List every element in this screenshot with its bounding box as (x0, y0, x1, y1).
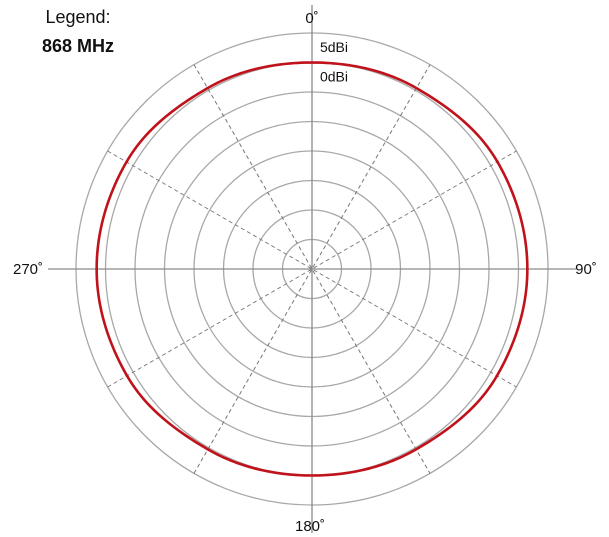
grid-spoke (107, 150, 517, 388)
series-layer (95, 61, 529, 477)
angle-label-270: 270˚ (13, 261, 43, 278)
grid-spoke (193, 64, 431, 474)
angle-label-90: 90˚ (575, 261, 597, 278)
grid-spokes (48, 5, 576, 533)
labels-layer: 0˚ 90˚ 180˚ 270˚ 5dBi 0dBi (13, 10, 597, 535)
series-line-868mhz (95, 61, 529, 477)
ring-label-5: 5dBi (320, 39, 348, 55)
legend-title: Legend: (45, 7, 110, 27)
angle-label-0: 0˚ (305, 10, 318, 27)
angle-label-180: 180˚ (295, 518, 325, 535)
ring-label-0: 0dBi (320, 69, 348, 85)
grid-spoke (193, 64, 431, 474)
legend-entry-868mhz: 868 MHz (42, 36, 114, 56)
grid-spoke (107, 150, 517, 388)
